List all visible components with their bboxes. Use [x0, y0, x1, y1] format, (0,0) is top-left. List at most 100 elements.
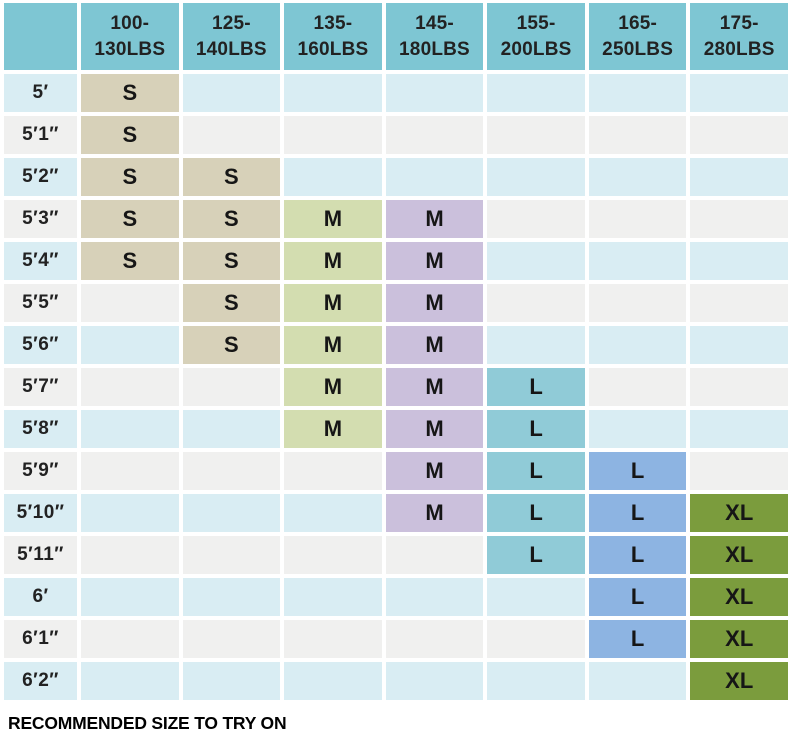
size-cell: M — [385, 326, 484, 364]
empty-cell — [81, 620, 179, 658]
weight-range-line1: 175- — [719, 13, 759, 35]
empty-cell — [487, 116, 585, 154]
empty-cell — [385, 116, 484, 154]
empty-cell — [487, 326, 585, 364]
size-cell: XL — [690, 578, 788, 616]
size-cell: M — [284, 368, 382, 406]
weight-range-line2: 140LBS — [195, 38, 267, 60]
empty-cell — [81, 284, 179, 322]
size-cell: L — [588, 494, 687, 532]
empty-cell — [487, 242, 585, 280]
weight-header-cell: 145- 180LBS — [385, 3, 484, 70]
weight-range-line1: 100- — [110, 13, 150, 35]
empty-cell — [182, 536, 281, 574]
height-label-cell: 5′ — [4, 74, 77, 112]
size-cell: S — [81, 158, 179, 196]
height-label-cell: 5′1″ — [4, 116, 77, 154]
height-label-cell: 5′5″ — [4, 284, 77, 322]
weight-range-line1: 165- — [618, 13, 658, 35]
empty-cell — [690, 368, 788, 406]
size-cell: S — [182, 158, 281, 196]
empty-cell — [182, 116, 281, 154]
empty-cell — [385, 578, 484, 616]
size-cell: S — [81, 200, 179, 238]
empty-cell — [690, 410, 788, 448]
weight-range-line1: 135- — [313, 13, 353, 35]
empty-cell — [182, 494, 281, 532]
size-cell: L — [588, 536, 687, 574]
empty-cell — [588, 410, 687, 448]
weight-range-line1: 145- — [415, 13, 454, 35]
height-label-cell: 5′7″ — [4, 368, 77, 406]
empty-cell — [284, 158, 382, 196]
size-cell: L — [487, 494, 585, 532]
empty-cell — [182, 620, 281, 658]
weight-range-line2: 160LBS — [297, 38, 369, 60]
empty-cell — [182, 578, 281, 616]
footer-note: RECOMMENDED SIZE TO TRY ON — [8, 713, 287, 733]
weight-range-line1: 125- — [211, 13, 251, 35]
empty-cell — [588, 116, 687, 154]
size-cell: S — [81, 242, 179, 280]
empty-cell — [690, 200, 788, 238]
size-cell: M — [385, 200, 484, 238]
size-cell: XL — [690, 662, 788, 700]
size-cell: M — [284, 200, 382, 238]
size-cell: M — [385, 494, 484, 532]
empty-cell — [385, 662, 484, 700]
empty-cell — [385, 74, 484, 112]
weight-range-line1: 155- — [516, 13, 556, 35]
empty-cell — [487, 578, 585, 616]
size-cell: S — [182, 326, 281, 364]
height-label-cell: 6′1″ — [4, 620, 77, 658]
empty-cell — [182, 74, 281, 112]
weight-range-line2: 280LBS — [703, 38, 775, 60]
size-cell: M — [385, 410, 484, 448]
empty-cell — [385, 536, 484, 574]
size-grid: 100- 130LBS 125- 140LBS 135- 160LBS 145- 180LBS… — [4, 3, 788, 700]
size-cell: L — [588, 620, 687, 658]
weight-header-cell: 135- 160LBS — [284, 3, 382, 70]
weight-range-line2: 200LBS — [500, 38, 572, 60]
weight-header-cell: 175- 280LBS — [690, 3, 788, 70]
empty-cell — [690, 284, 788, 322]
height-label-cell: 6′2″ — [4, 662, 77, 700]
empty-cell — [81, 326, 179, 364]
empty-cell — [284, 494, 382, 532]
weight-range-line2: 250LBS — [602, 38, 674, 60]
size-cell: XL — [690, 494, 788, 532]
size-cell: L — [487, 410, 585, 448]
size-cell: M — [385, 242, 484, 280]
empty-cell — [487, 662, 585, 700]
height-label-cell: 5′3″ — [4, 200, 77, 238]
size-cell: S — [182, 284, 281, 322]
empty-cell — [81, 452, 179, 490]
empty-cell — [487, 284, 585, 322]
height-label-cell: 5′2″ — [4, 158, 77, 196]
empty-cell — [182, 452, 281, 490]
empty-cell — [81, 536, 179, 574]
size-cell: M — [385, 284, 484, 322]
weight-header-cell: 125- 140LBS — [182, 3, 281, 70]
empty-cell — [284, 578, 382, 616]
empty-cell — [284, 620, 382, 658]
height-label-cell: 5′4″ — [4, 242, 77, 280]
size-cell: L — [487, 452, 585, 490]
empty-cell — [284, 662, 382, 700]
size-cell: M — [385, 368, 484, 406]
weight-header-cell: 100- 130LBS — [81, 3, 179, 70]
weight-header-cell: 165- 250LBS — [588, 3, 687, 70]
size-cell: S — [81, 116, 179, 154]
empty-cell — [81, 662, 179, 700]
weight-range-line2: 180LBS — [399, 38, 470, 60]
height-label-cell: 5′6″ — [4, 326, 77, 364]
empty-cell — [588, 158, 687, 196]
empty-cell — [690, 158, 788, 196]
empty-cell — [690, 74, 788, 112]
empty-cell — [385, 158, 484, 196]
empty-cell — [81, 578, 179, 616]
empty-cell — [588, 74, 687, 112]
empty-cell — [385, 620, 484, 658]
size-cell: M — [284, 326, 382, 364]
